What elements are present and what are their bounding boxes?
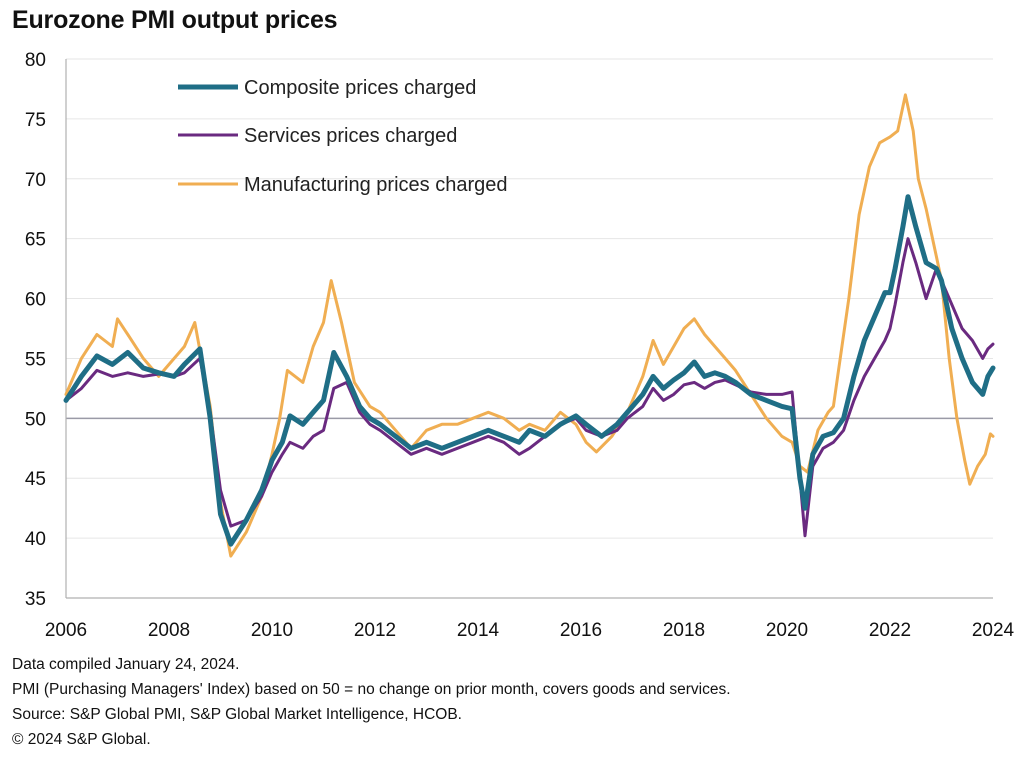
x-tick-label-2024: 2024 <box>972 620 1015 641</box>
x-tick-label-2020: 2020 <box>766 620 808 641</box>
y-tick-label-45: 45 <box>25 469 46 490</box>
series-line-manufacturing <box>64 93 995 558</box>
y-tick-label-50: 50 <box>25 409 46 430</box>
x-tick-label-2008: 2008 <box>148 620 190 641</box>
footnote-source: Source: S&P Global PMI, S&P Global Marke… <box>12 706 462 723</box>
y-tick-label-60: 60 <box>25 290 46 311</box>
x-tick-label-2010: 2010 <box>251 620 293 641</box>
y-tick-label-70: 70 <box>25 170 46 191</box>
y-tick-label-65: 65 <box>25 230 46 251</box>
footnote-data-compiled: Data compiled January 24, 2024. <box>12 656 240 673</box>
footnotes: Data compiled January 24, 2024. PMI (Pur… <box>12 652 731 752</box>
gridlines <box>66 58 993 539</box>
footnote-copyright: © 2024 S&P Global. <box>12 731 151 748</box>
legend-label-manufacturing: Manufacturing prices charged <box>244 174 507 196</box>
x-tick-label-2018: 2018 <box>663 620 705 641</box>
y-tick-label-35: 35 <box>25 589 46 610</box>
series-line-composite <box>63 194 996 547</box>
x-tick-label-2012: 2012 <box>354 620 396 641</box>
y-tick-labels: 35 40 45 50 55 60 65 70 75 80 <box>25 50 46 610</box>
footnote-pmi-definition: PMI (Purchasing Managers' Index) based o… <box>12 681 731 698</box>
legend-label-services: Services prices charged <box>244 125 457 147</box>
y-tick-label-40: 40 <box>25 529 46 550</box>
x-tick-label-2006: 2006 <box>45 620 87 641</box>
x-tick-label-2014: 2014 <box>457 620 500 641</box>
y-tick-label-55: 55 <box>25 349 46 370</box>
chart-title: Eurozone PMI output prices <box>12 6 338 34</box>
legend: Composite prices charged Services prices … <box>178 77 507 196</box>
y-tick-label-80: 80 <box>25 50 46 71</box>
legend-label-composite: Composite prices charged <box>244 77 476 99</box>
series-lines <box>63 93 996 558</box>
x-tick-label-2022: 2022 <box>869 620 911 641</box>
chart-area: 35 40 45 50 55 60 65 70 75 80 2006 2008 2010 2012 201… <box>25 50 1015 641</box>
y-tick-label-75: 75 <box>25 110 46 131</box>
x-tick-label-2016: 2016 <box>560 620 602 641</box>
axes <box>65 59 993 599</box>
x-tick-labels: 2006 2008 2010 2012 2014 2016 2018 2020 2022 2024 <box>45 620 1015 641</box>
